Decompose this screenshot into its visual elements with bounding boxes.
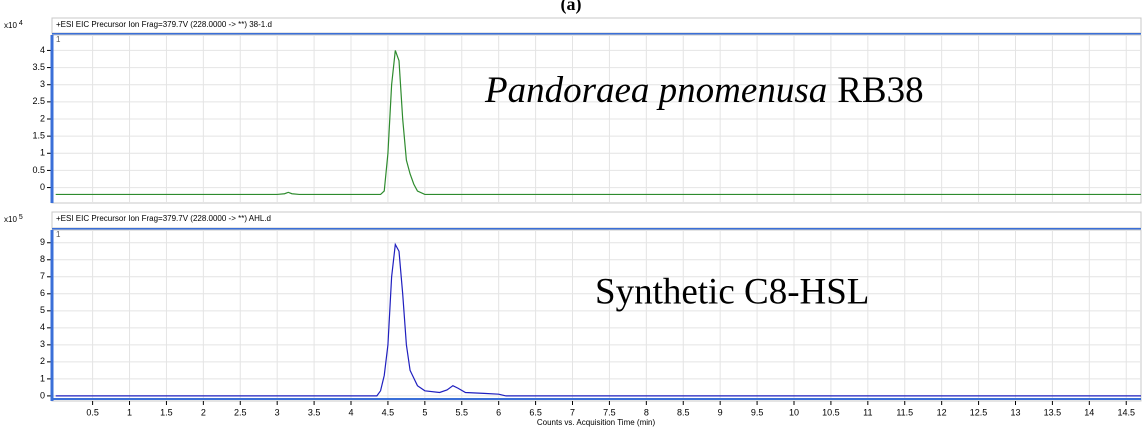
x-tick-label: 11	[863, 407, 872, 417]
trace-header: +ESI EIC Precursor Ion Frag=379.7V (228.…	[56, 214, 271, 223]
x-tick-label: 10.5	[822, 407, 840, 417]
annotation-part: Synthetic C8-HSL	[595, 272, 869, 313]
data-line	[55, 50, 1141, 196]
x-tick-label: 2.5	[234, 407, 247, 417]
y-tick-label: 3	[40, 79, 45, 89]
annotation-part: Pandoraea pnomenusa	[484, 70, 827, 111]
x-tick-label: 14	[1084, 407, 1094, 417]
x-tick-label: 11.5	[896, 407, 913, 417]
y-multiplier: x10 5	[4, 214, 23, 224]
y-tick-label: 1	[40, 148, 45, 158]
y-multiplier-base: x10	[4, 215, 17, 224]
plot-area	[51, 229, 1142, 402]
scan-marker: 1	[56, 35, 61, 44]
x-tick-label: 12	[937, 407, 947, 417]
x-tick-label: 9	[718, 407, 723, 417]
y-tick-label: 1.5	[32, 131, 45, 141]
x-tick-label: 8	[644, 407, 649, 417]
y-tick-label: 0	[40, 182, 45, 192]
x-tick-label: 6.5	[529, 407, 542, 417]
scan-marker: 1	[56, 230, 61, 239]
x-tick-label: 1.5	[160, 407, 173, 417]
x-tick-label: 1	[127, 407, 132, 417]
x-tick-label: 2	[201, 407, 206, 417]
x-tick-label: 10	[789, 407, 799, 417]
y-tick-label: 2	[40, 113, 45, 123]
y-tick-label: 8	[40, 254, 45, 264]
y-tick-label: 0	[40, 390, 45, 400]
y-tick-label: 7	[40, 271, 45, 281]
y-tick-label: 3	[40, 339, 45, 349]
y-tick-label: 3.5	[32, 62, 45, 72]
x-tick-label: 12.5	[970, 407, 988, 417]
y-tick-label: 1	[40, 373, 45, 383]
annotation: Pandoraea pnomenusa RB38	[484, 70, 924, 111]
y-multiplier-exp: 4	[19, 20, 23, 27]
y-tick-label: 2.5	[32, 96, 45, 106]
annotation: Synthetic C8-HSL	[595, 272, 869, 313]
y-multiplier-base: x10	[4, 21, 17, 30]
x-tick-label: 5.5	[456, 407, 469, 417]
x-tick-label: 3.5	[308, 407, 321, 417]
x-tick-label: 7.5	[603, 407, 616, 417]
x-axis-label: Counts vs. Acquisition Time (min)	[537, 418, 656, 427]
y-tick-label: 4	[40, 322, 45, 332]
x-tick-label: 4.5	[382, 407, 395, 417]
x-tick-label: 13	[1010, 407, 1020, 417]
x-tick-label: 8.5	[677, 407, 690, 417]
x-tick-label: 7	[570, 407, 575, 417]
y-tick-label: 5	[40, 305, 45, 315]
figure-label: (a)	[561, 0, 582, 15]
x-tick-label: 9.5	[751, 407, 764, 417]
x-tick-label: 0.5	[86, 407, 99, 417]
y-tick-label: 9	[40, 237, 45, 247]
trace-header: +ESI EIC Precursor Ion Frag=379.7V (228.…	[56, 20, 272, 29]
x-tick-label: 5	[422, 407, 427, 417]
y-tick-label: 2	[40, 356, 45, 366]
y-tick-label: 6	[40, 288, 45, 298]
data-line	[55, 242, 1141, 397]
x-tick-label: 14.5	[1117, 407, 1135, 417]
annotation-part: RB38	[837, 70, 923, 111]
y-multiplier-exp: 5	[19, 214, 23, 221]
x-tick-label: 4	[349, 407, 354, 417]
x-tick-label: 13.5	[1044, 407, 1062, 417]
y-multiplier: x10 4	[4, 20, 23, 30]
y-tick-label: 4	[40, 45, 45, 55]
x-tick-label: 3	[275, 407, 280, 417]
x-tick-label: 6	[496, 407, 501, 417]
y-tick-label: 0.5	[32, 165, 45, 175]
